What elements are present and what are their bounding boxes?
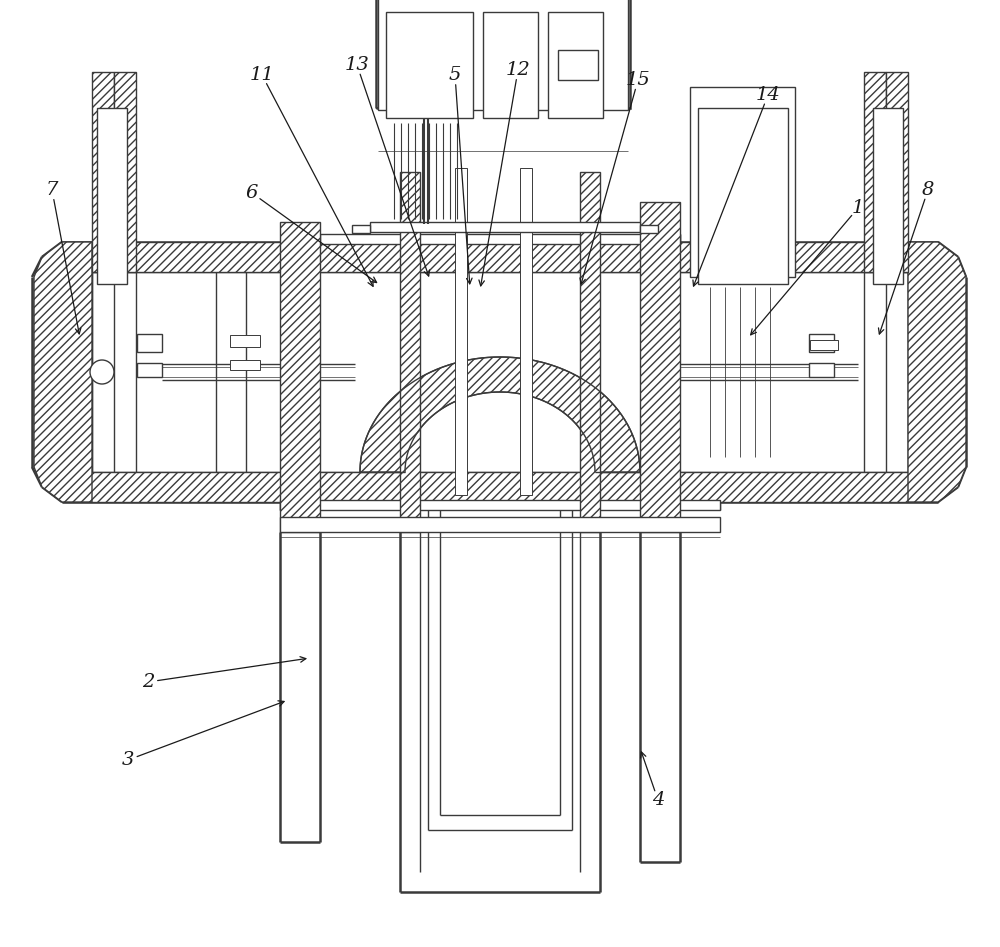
Bar <box>280 500 720 510</box>
Bar <box>137 363 162 377</box>
Bar <box>320 234 680 244</box>
Bar <box>62 242 938 272</box>
Bar <box>873 108 903 284</box>
Bar <box>280 222 320 532</box>
Text: 12: 12 <box>506 61 530 79</box>
Bar <box>548 12 603 118</box>
Bar <box>556 44 600 78</box>
Bar <box>230 335 260 347</box>
Bar <box>280 517 720 532</box>
Text: 8: 8 <box>922 181 934 199</box>
Text: 2: 2 <box>142 673 154 691</box>
Bar <box>580 172 600 532</box>
Text: 1: 1 <box>852 199 864 217</box>
Text: 15: 15 <box>626 71 650 89</box>
Bar <box>376 0 630 108</box>
Bar <box>97 108 127 284</box>
Text: 4: 4 <box>652 791 664 809</box>
Bar <box>137 334 162 352</box>
Polygon shape <box>360 357 640 472</box>
Text: 6: 6 <box>246 184 258 202</box>
Text: 7: 7 <box>46 181 58 199</box>
Bar <box>114 72 136 272</box>
Bar <box>558 50 598 80</box>
Bar <box>698 108 788 284</box>
Bar <box>378 0 628 110</box>
Bar <box>400 172 420 532</box>
Bar <box>92 72 114 272</box>
Bar <box>62 472 938 502</box>
Bar <box>352 225 370 233</box>
Bar <box>230 360 260 370</box>
Bar <box>386 12 473 118</box>
Bar <box>864 72 886 272</box>
Bar <box>640 202 680 532</box>
Bar <box>370 222 640 232</box>
Bar <box>455 168 467 495</box>
Text: 5: 5 <box>449 66 461 84</box>
Bar <box>810 340 838 350</box>
Bar <box>483 12 538 118</box>
Text: 3: 3 <box>122 751 134 769</box>
Bar <box>520 168 532 495</box>
Bar <box>809 334 834 352</box>
Text: 14: 14 <box>756 86 780 104</box>
Polygon shape <box>908 242 966 502</box>
Circle shape <box>90 360 114 384</box>
Polygon shape <box>34 242 92 502</box>
Text: 11: 11 <box>250 66 274 84</box>
Bar <box>809 363 834 377</box>
Bar <box>640 225 658 233</box>
Bar <box>886 72 908 272</box>
Bar <box>690 87 795 277</box>
Text: 13: 13 <box>345 56 369 74</box>
